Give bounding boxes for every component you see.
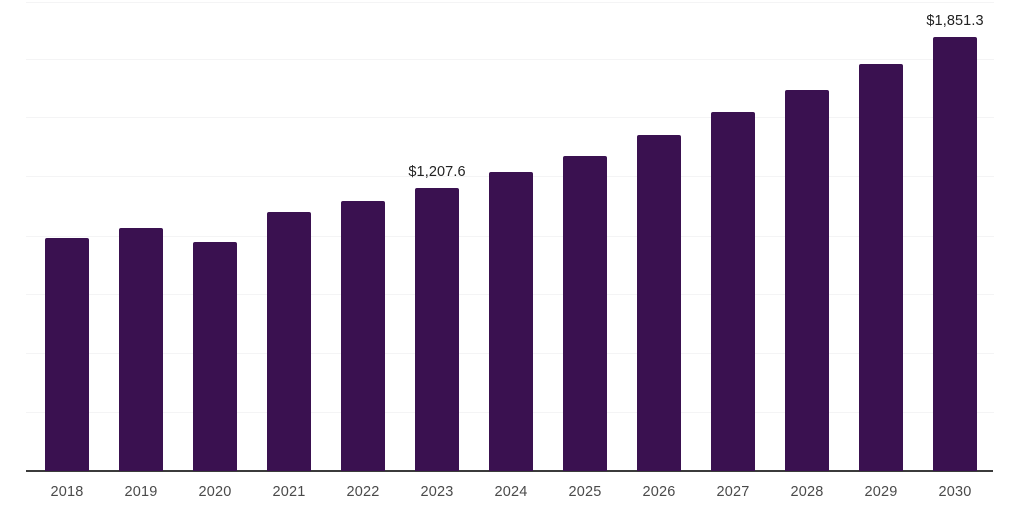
x-axis-tick-label: 2021 bbox=[272, 484, 306, 500]
bar[interactable] bbox=[267, 212, 311, 471]
bar-group bbox=[104, 0, 178, 471]
x-axis-tick-label: 2024 bbox=[494, 484, 528, 500]
x-axis-tick-label: 2018 bbox=[50, 484, 84, 500]
bar-group bbox=[252, 0, 326, 471]
bar[interactable] bbox=[193, 242, 237, 471]
bar-group bbox=[30, 0, 104, 471]
x-axis-tick-label: 2026 bbox=[642, 484, 676, 500]
bar-group bbox=[622, 0, 696, 471]
bar-group bbox=[178, 0, 252, 471]
gridline bbox=[26, 2, 994, 3]
x-axis-tick-label: 2028 bbox=[790, 484, 824, 500]
bars-layer: $1,207.6 $1,851.3 bbox=[30, 0, 992, 471]
bar[interactable] bbox=[563, 156, 607, 471]
gridline bbox=[26, 59, 994, 60]
x-axis-tick-label: 2022 bbox=[346, 484, 380, 500]
bar-group bbox=[474, 0, 548, 471]
bar-value-label: $1,207.6 bbox=[408, 164, 466, 180]
x-axis-tick-label: 2019 bbox=[124, 484, 158, 500]
bar[interactable] bbox=[341, 201, 385, 471]
bar[interactable] bbox=[119, 228, 163, 471]
bar-group bbox=[548, 0, 622, 471]
x-axis-tick-label: 2020 bbox=[198, 484, 232, 500]
bar[interactable] bbox=[489, 172, 533, 471]
bar[interactable] bbox=[637, 135, 681, 471]
x-axis-tick-label: 2029 bbox=[864, 484, 898, 500]
bar[interactable] bbox=[45, 238, 89, 471]
bar[interactable] bbox=[933, 37, 977, 471]
bar-group: $1,207.6 bbox=[400, 0, 474, 471]
bar[interactable] bbox=[859, 64, 903, 471]
x-axis-line bbox=[26, 470, 993, 472]
gridline bbox=[26, 117, 994, 118]
x-axis-tick-label: 2023 bbox=[420, 484, 454, 500]
bar-group bbox=[770, 0, 844, 471]
x-axis-tick-label: 2025 bbox=[568, 484, 602, 500]
bar-value-label: $1,851.3 bbox=[926, 13, 984, 29]
bar[interactable] bbox=[785, 90, 829, 471]
x-axis-tick-label: 2030 bbox=[938, 484, 972, 500]
x-axis-tick-label: 2027 bbox=[716, 484, 750, 500]
bar-group bbox=[844, 0, 918, 471]
bar-group bbox=[326, 0, 400, 471]
bar-group bbox=[696, 0, 770, 471]
category-axis: 2018 2019 2020 2021 2022 2023 2024 2025 2026 2027… bbox=[0, 472, 1024, 512]
bar[interactable] bbox=[415, 188, 459, 471]
bar-group: $1,851.3 bbox=[918, 0, 992, 471]
bar[interactable] bbox=[711, 112, 755, 471]
